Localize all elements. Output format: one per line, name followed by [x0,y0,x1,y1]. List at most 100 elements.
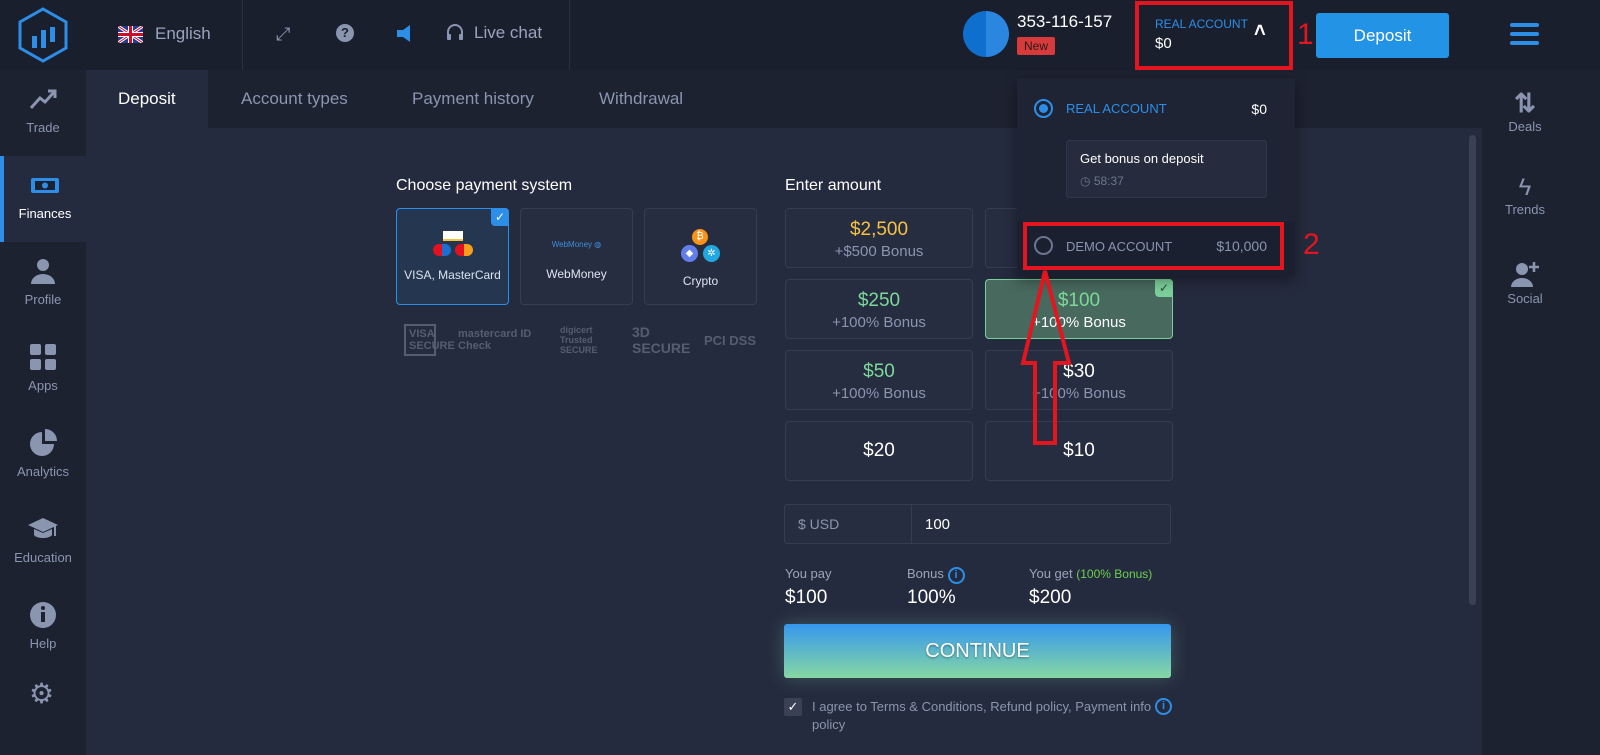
sidebar-label: Profile [24,292,62,307]
amount-value: $250 [857,290,901,311]
pci-dss-badge: PCI DSS [704,332,757,348]
tab-withdrawal[interactable]: Withdrawal [599,89,684,108]
real-account-label[interactable]: REAL ACCOUNT [1066,101,1167,116]
bonus-info-icon[interactable]: i [947,567,965,584]
payment-method-webmoney[interactable]: WebMoney ◍ WebMoney [520,208,633,305]
amount-bonus: +100% Bonus [832,385,926,402]
payment-method-label: WebMoney [546,267,607,281]
sidebar-item-help[interactable]: Help [0,586,86,672]
amount-input-group: $ USD [784,504,1171,544]
amount-bonus: +$500 Bonus [834,243,924,260]
payment-title: Choose payment system [396,177,573,194]
sidebar-item-trade[interactable]: Trade [0,70,86,156]
summary-bonus: Bonus i 100% [907,566,965,609]
demo-account-label[interactable]: DEMO ACCOUNT [1066,239,1173,254]
sidebar-item-education[interactable]: Education [0,500,86,586]
amount-bonus: +100% Bonus [832,314,926,331]
right-sidebar: ⇅ Deals ϟ Trends Social [1482,70,1600,755]
account-balance: $0 [1155,35,1172,52]
live-chat-button[interactable]: Live chat [446,23,542,43]
language-selector[interactable]: English [118,24,211,44]
payment-method-crypto[interactable]: ₿ ◆ ✲ Crypto [644,208,757,305]
menu-icon[interactable] [1510,23,1539,45]
deposit-button[interactable]: Deposit [1316,13,1449,58]
bonus-offer[interactable]: Get bonus on deposit ◷ 58:37 [1066,140,1267,198]
rightbar-item-trends[interactable]: ϟ Trends [1482,174,1568,217]
annotation-arrow-icon [1020,270,1072,445]
amount-option[interactable]: $30 +100% Bonus [985,350,1173,410]
continue-button[interactable]: CONTINUE [784,624,1171,678]
amount-option[interactable]: $2,500 +$500 Bonus [785,208,973,268]
bonus-timer: 58:37 [1093,174,1124,188]
get-value: $200 [1029,587,1072,608]
left-sidebar: Trade Finances Profile Apps Analytics Ed… [0,70,86,755]
3d-secure-badge: 3D SECURE [632,324,691,356]
sidebar-label: Finances [18,206,72,221]
user-icon [31,259,55,284]
agree-checkbox[interactable]: ✓ [784,698,802,716]
amount-option[interactable]: $100 +100% Bonus ✓ [985,279,1173,339]
clock-icon: ◷ [1080,174,1091,188]
summary-get: You get (100% Bonus) $200 [1029,566,1153,608]
lightning-icon: ϟ [1518,174,1532,201]
amount-value: $30 [1063,361,1095,382]
sidebar-item-analytics[interactable]: Analytics [0,414,86,500]
mastercard-id-check-badge: mastercard ID Check [458,328,532,352]
amount-option[interactable]: $250 +100% Bonus [785,279,973,339]
tab-deposit[interactable]: Deposit [86,70,208,128]
checkmark-icon: ✓ [491,208,509,226]
terms-info-icon[interactable]: i [1155,698,1172,715]
language-label: English [155,24,211,43]
digicert-badge: digicert Trusted SECURE [560,325,598,355]
bitcoin-icon: ₿ [692,229,708,245]
fullscreen-icon[interactable]: ⤢ [276,24,291,44]
ethereum-icon: ◆ [681,245,698,262]
divider [242,0,243,70]
amount-value: $100 [1057,290,1101,311]
help-icon[interactable]: ? [336,24,354,42]
amount-value: $2,500 [849,219,909,240]
amount-value: $20 [863,440,895,461]
amount-bonus: +100% Bonus [1032,314,1126,331]
tab-account-types[interactable]: Account types [241,89,348,108]
rightbar-item-deals[interactable]: ⇅ Deals [1482,88,1568,134]
agree-text[interactable]: I agree to Terms & Conditions, Refund po… [812,699,1152,732]
security-badges: VISA SECURE mastercard ID Check digicert… [404,324,758,356]
account-switcher[interactable]: REAL ACCOUNT $0 ˄ [1140,0,1290,70]
amount-option[interactable]: $10 [985,421,1173,481]
real-account-radio[interactable] [1034,99,1053,118]
payment-method-visa-mastercard[interactable]: ✓ VISA, MasterCard [396,208,509,305]
rightbar-label: Trends [1505,202,1545,217]
amount-value: $10 [1063,440,1095,461]
sidebar-label: Education [14,550,72,565]
up-down-arrows-icon: ⇅ [1514,88,1536,118]
payment-method-label: VISA, MasterCard [404,268,501,282]
sound-icon[interactable] [397,25,415,42]
top-bar: English ⤢ ? Live chat 353-116-157 New RE… [0,0,1600,70]
annotation-number-1: 1 [1297,18,1314,51]
info-icon [30,602,56,628]
demo-account-radio[interactable] [1034,236,1053,255]
rightbar-label: Deals [1508,119,1542,134]
avatar[interactable] [963,11,1009,57]
sidebar-item-apps[interactable]: Apps [0,328,86,414]
tab-payment-history[interactable]: Payment history [412,89,534,108]
sidebar-item-profile[interactable]: Profile [0,242,86,328]
amount-option[interactable]: $20 [785,421,973,481]
currency-label: $ USD [798,516,840,532]
amount-value: $50 [863,361,895,382]
chevron-up-icon: ˄ [1254,20,1266,42]
logo-icon[interactable] [16,6,70,64]
headset-icon [447,24,463,40]
sidebar-label: Apps [28,378,58,393]
uk-flag-icon [118,25,143,43]
amount-option[interactable]: $50 +100% Bonus [785,350,973,410]
settings-gear-icon[interactable]: ⚙ [29,678,55,709]
sidebar-item-finances[interactable]: Finances [0,156,86,242]
scrollbar[interactable] [1469,135,1476,605]
new-badge: New [1017,37,1056,55]
annotation-box-1 [1135,1,1293,70]
bonus-value: 100% [907,587,956,608]
rightbar-item-social[interactable]: Social [1482,260,1568,306]
amount-input[interactable] [912,505,1170,543]
